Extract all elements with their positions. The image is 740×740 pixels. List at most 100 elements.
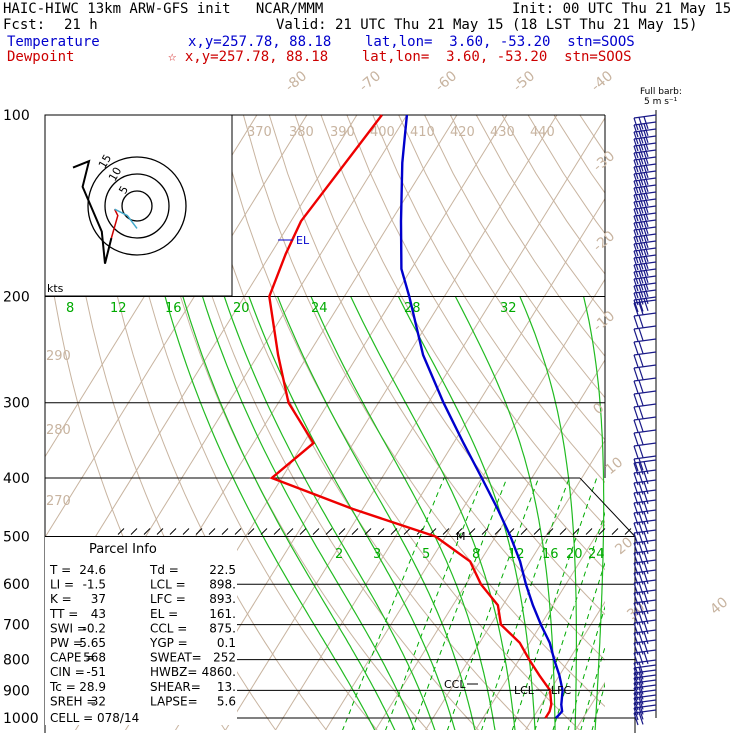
wind-barb-flag [643, 298, 649, 311]
isotherm-line [725, 87, 740, 730]
right-axis-slant [579, 477, 636, 537]
lcl-annotation: LCL [514, 684, 535, 697]
wind-barb-flag [633, 302, 639, 316]
theta-label: 390 [330, 125, 355, 140]
wind-barb-shaft [633, 579, 657, 584]
mixing-ratio-line [534, 511, 605, 730]
zero-isotherm-hatch [169, 528, 177, 535]
wind-barb-shaft [633, 619, 657, 624]
wind-barb-flag [638, 278, 644, 291]
zero-isotherm-hatch [221, 528, 229, 535]
theta-label: 280 [46, 423, 71, 438]
wind-barb-shaft [633, 226, 657, 231]
moist-adiabat-line [223, 296, 436, 730]
wind-barb-shaft [633, 709, 657, 714]
mixing-ratio-label: 5 [422, 547, 430, 562]
moist-adiabat-line [201, 296, 416, 730]
parcel-label: CCL = [150, 621, 187, 635]
wind-barb-flag [643, 461, 649, 474]
parcel-label: SWI = [50, 621, 87, 635]
temperature-station-info: x,y=257.78, 88.18 lat,lon= 3.60, -53.20 … [188, 34, 635, 50]
mixing-ratio-label: 32 [500, 301, 517, 316]
wind-barb-shaft [633, 325, 657, 330]
wind-barb-flag [633, 117, 639, 131]
barb-legend-label: Full barb: [640, 87, 682, 97]
wind-barb-flag [638, 393, 644, 406]
wind-barb-flag [638, 302, 644, 315]
temperature-profile [399, 114, 564, 719]
dry-adiabat-line [242, 115, 605, 708]
wind-barb-flag [633, 393, 639, 407]
wind-barb-flag [643, 611, 649, 624]
parcel-label: Tc = [49, 680, 76, 694]
parcel-value: 13. [217, 680, 236, 694]
wind-barb-shaft [633, 479, 657, 484]
wind-barb-flag [638, 315, 644, 328]
wind-barb-shaft [633, 403, 657, 408]
cell-motion: CELL = 078/14 [50, 711, 139, 725]
wind-barb-shaft [633, 442, 657, 447]
wind-barb-shaft [633, 177, 657, 182]
wind-barb-flag [633, 341, 639, 355]
temperature-label: Temperature [7, 34, 100, 50]
wind-barb-flag [633, 419, 639, 433]
hodograph-trace [72, 159, 113, 264]
wind-barb-flag [638, 354, 644, 367]
wind-barb-flag [643, 571, 649, 584]
wind-barb-shaft [633, 205, 657, 210]
pressure-tick-label: 600 [3, 577, 30, 593]
isotherm-label: -10 [590, 308, 618, 335]
isotherm-label: -30 [590, 148, 618, 175]
hodograph-ring-label: 15 [96, 152, 114, 171]
parcel-label: LAPSE= [150, 694, 198, 708]
dry-adiabat-line [268, 115, 605, 661]
wind-barb-flag [633, 380, 639, 394]
wind-barb-flag [633, 271, 639, 285]
wind-barb-flag [638, 215, 644, 228]
wind-barb-shaft [633, 499, 657, 504]
mixing-ratio-label: 3 [373, 547, 381, 562]
wind-barb-shaft [633, 699, 657, 704]
zero-isotherm-hatch [208, 528, 216, 535]
wind-barb-flag [643, 591, 649, 604]
parcel-value: 875. [209, 621, 236, 635]
wind-barb-shaft [633, 364, 657, 369]
wind-barb-shaft [633, 114, 657, 119]
zero-isotherm-hatch [156, 528, 164, 535]
wind-barb-flag [638, 187, 644, 200]
wind-barb-flag [638, 328, 644, 341]
zero-isotherm-hatch [546, 528, 554, 535]
dry-adiabat-line [294, 115, 605, 616]
wind-barb-flag [633, 707, 639, 721]
wind-barb-flag [643, 501, 649, 514]
wind-barb-shaft [633, 674, 657, 679]
sounding-profiles: EL M CCL LCL LFC [268, 114, 571, 719]
theta-label: 410 [410, 125, 435, 140]
wind-barb-flag [638, 285, 644, 298]
mixing-ratio-label: 24 [311, 301, 328, 316]
mixing-ratio-label: 20 [233, 301, 250, 316]
parcel-value: 0.1 [217, 636, 236, 650]
ccl-annotation: CCL [444, 678, 466, 691]
zero-isotherm-hatch [234, 528, 242, 535]
zero-isotherm-hatch [377, 528, 385, 535]
parcel-label: LFC = [150, 592, 186, 606]
wind-barb-flag [638, 250, 644, 263]
wind-barb-shaft [633, 184, 657, 189]
moist-adiabat-line [277, 296, 476, 730]
dry-adiabat-line [139, 115, 429, 730]
wind-barb-flag [638, 229, 644, 242]
wind-barb-shaft [633, 679, 657, 684]
init-time: Init: 00 UTC Thu 21 May 15 [512, 1, 732, 17]
isotherm-label: -80 [282, 68, 310, 95]
mixing-ratio-line [580, 645, 605, 730]
isotherm-line [45, 115, 358, 619]
hodograph-ring [121, 190, 153, 222]
parcel-value: -1.5 [83, 578, 106, 592]
wind-barb-shaft [633, 599, 657, 604]
pressure-tick-label: 900 [3, 683, 30, 699]
isotherm-line [274, 197, 605, 730]
pressure-tick-label: 700 [3, 618, 30, 634]
hodograph-unit-label: kts [47, 282, 64, 295]
